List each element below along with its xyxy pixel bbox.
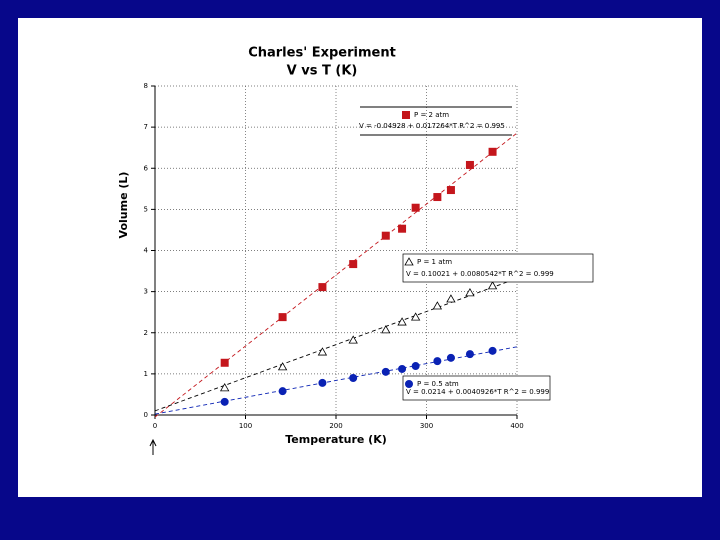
y-tick-label: 7 (144, 123, 148, 131)
x-tick-label: 400 (510, 422, 523, 430)
x-tick-label: 100 (239, 422, 252, 430)
marker (278, 313, 287, 322)
legend-equation: V = -0.04928 + 0.017264*T R^2 = 0.995 (359, 122, 505, 130)
y-tick-label: 6 (144, 164, 149, 172)
marker (278, 387, 287, 396)
marker (318, 283, 327, 292)
marker (446, 294, 456, 303)
marker (381, 367, 390, 376)
marker (446, 186, 455, 195)
marker (446, 353, 455, 362)
marker (411, 203, 420, 212)
marker (465, 350, 474, 359)
legend-marker (402, 111, 410, 119)
marker (317, 347, 328, 356)
marker (488, 147, 497, 156)
marker (398, 224, 407, 233)
fit-line (154, 277, 518, 412)
marker (465, 160, 474, 169)
chart-title: Charles' Experiment (248, 46, 396, 61)
y-tick-label: 4 (144, 247, 149, 255)
marker (411, 362, 420, 371)
marker (381, 231, 390, 240)
y-tick-label: 8 (144, 82, 148, 90)
legend-label: P = 2 atm (414, 111, 449, 119)
x-tick-label: 300 (420, 422, 433, 430)
legend-marker (405, 380, 413, 388)
marker (348, 335, 358, 344)
y-tick-label: 5 (144, 205, 148, 213)
marker (219, 383, 230, 392)
y-tick-label: 0 (144, 411, 148, 419)
marker (318, 378, 327, 387)
y-tick-label: 2 (144, 329, 148, 337)
fit-line (154, 346, 518, 415)
chart-subtitle: V vs T (K) (287, 64, 358, 79)
y-tick-label: 1 (144, 370, 148, 378)
legend-marker (404, 257, 414, 266)
arrow (149, 438, 157, 455)
legend-box (402, 253, 594, 283)
marker (277, 362, 288, 371)
marker (397, 317, 407, 326)
legend-label: P = 1 atm (417, 258, 452, 266)
legend: P = 1 atm V = 0.10021 + 0.0080542*T R^2 =… (402, 253, 594, 283)
legend: P = 2 atm V = -0.04928 + 0.017264*T R^2 =… (359, 106, 512, 136)
legend-label: P = 0.5 atm (417, 380, 459, 388)
marker (410, 312, 421, 321)
marker (433, 193, 442, 202)
x-tick-label: 0 (153, 422, 157, 430)
marker (349, 260, 358, 269)
x-axis-label: Temperature (K) (285, 433, 387, 446)
y-tick-label: 3 (144, 288, 148, 296)
marker (349, 373, 358, 382)
marker (487, 281, 498, 290)
marker (381, 325, 391, 334)
marker (488, 346, 497, 355)
marker (220, 397, 229, 406)
y-axis-label: Volume (L) (117, 172, 130, 239)
marker (433, 357, 442, 366)
marker (432, 301, 443, 310)
legend-equation: V = 0.0214 + 0.0040926*T R^2 = 0.999 (406, 388, 549, 396)
marker (220, 358, 229, 367)
x-tick-label: 200 (329, 422, 342, 430)
marker (465, 288, 475, 297)
legend-equation: V = 0.10021 + 0.0080542*T R^2 = 0.999 (406, 270, 554, 278)
legend-box (402, 375, 551, 401)
marker (398, 364, 407, 373)
